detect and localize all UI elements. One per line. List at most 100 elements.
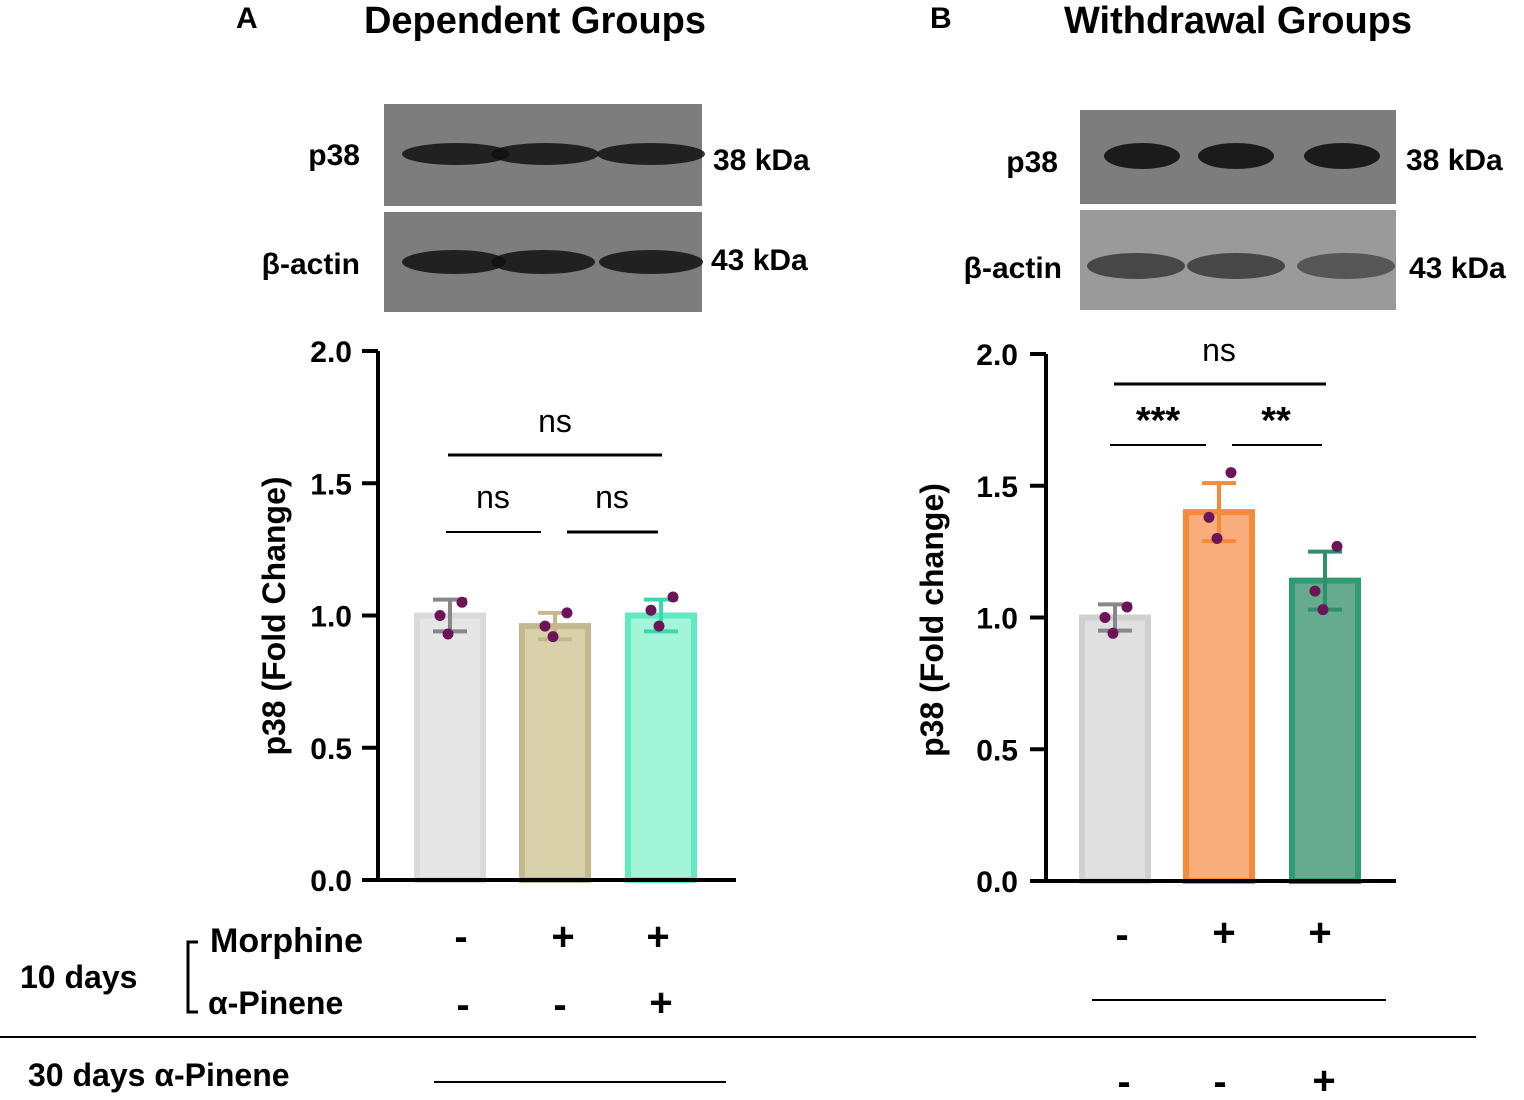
y-tick-label: 0.5 — [976, 734, 1018, 767]
panel-b-letter: B — [930, 2, 952, 35]
chart-b: p38 (Fold change) 0.00.51.01.52.0 ns ***… — [914, 332, 1396, 899]
bar — [1079, 614, 1151, 884]
blot-bands — [402, 143, 705, 165]
blot-bands — [1087, 253, 1395, 279]
y-tick-label: 1.5 — [310, 468, 352, 501]
sig-label: ns — [1202, 332, 1236, 368]
data-point — [653, 620, 665, 632]
bar — [625, 612, 697, 883]
blot-band — [1297, 253, 1395, 279]
panel-a: A Dependent Groups p38 38 kDa β-actin 43… — [20, 0, 810, 1027]
panel-a-letter: A — [236, 2, 258, 35]
morphine-sign: - — [1115, 913, 1128, 957]
blot-label: β-actin — [964, 252, 1062, 285]
panel-b-blot-p38: p38 38 kDa — [1006, 110, 1503, 204]
panel-a-title: Dependent Groups — [364, 0, 706, 42]
ten-days-label: 10 days — [20, 959, 137, 995]
data-point — [667, 591, 679, 603]
y-tick-label: 2.0 — [976, 339, 1018, 372]
y-tick-label: 0.0 — [976, 866, 1018, 899]
blot-label: p38 — [308, 139, 360, 172]
chart-b-ylabel: p38 (Fold change) — [914, 483, 950, 757]
panel-b-blot-actin: β-actin 43 kDa — [964, 210, 1506, 310]
bar — [519, 623, 591, 884]
bracket — [186, 940, 198, 1014]
morphine-label: Morphine — [210, 922, 363, 960]
y-axis-ticks: 0.0 0.5 1.0 1.5 2.0 — [310, 336, 378, 898]
data-point — [645, 604, 657, 616]
bar — [1289, 577, 1361, 884]
panel-b: B Withdrawal Groups p38 38 kDa β-actin 4… — [914, 0, 1506, 1100]
blot-band — [491, 143, 599, 165]
blot-band — [1198, 143, 1274, 169]
data-point — [539, 620, 551, 632]
blot-size: 43 kDa — [1409, 252, 1506, 285]
blot-label: β-actin — [262, 248, 360, 281]
panel-a-blot-actin: β-actin 43 kDa — [262, 212, 808, 312]
data-point — [1309, 585, 1321, 597]
data-point — [1203, 511, 1215, 523]
blot-band — [1187, 253, 1285, 279]
pinene30-sign: - — [1117, 1060, 1130, 1100]
data-point — [1121, 601, 1133, 613]
treatment-table-b: - + + - - + — [1092, 911, 1386, 1100]
thirty-days-label: 30 days α-Pinene — [28, 1057, 290, 1093]
y-axis-ticks: 0.0 0.5 1.0 1.5 2.0 — [976, 339, 1046, 899]
pinene30-sign: + — [1312, 1059, 1335, 1100]
morphine-sign: + — [1308, 911, 1331, 955]
blot-bands — [402, 250, 703, 274]
bars — [1079, 467, 1361, 884]
panel-a-blot-p38: p38 38 kDa — [308, 104, 810, 206]
data-point — [1211, 532, 1223, 544]
y-tick-label: 2.0 — [310, 336, 352, 369]
bar — [1183, 509, 1255, 884]
blot-size: 38 kDa — [713, 144, 810, 177]
blot-band — [491, 250, 595, 274]
blot-band — [1304, 143, 1380, 169]
y-tick-label: 1.0 — [976, 603, 1018, 636]
blot-band — [597, 143, 705, 165]
pinene30-sign: - — [1213, 1060, 1226, 1100]
data-point — [1317, 604, 1329, 616]
data-point — [434, 610, 446, 621]
pinene-sign: + — [649, 981, 672, 1025]
blot-band — [402, 143, 510, 165]
y-tick-label: 1.0 — [310, 601, 352, 634]
morphine-sign: - — [454, 915, 467, 959]
chart-a: p38 (Fold Change) 0.00.51.01.52.0 ns ns … — [256, 336, 736, 898]
pinene-sign: - — [456, 983, 469, 1027]
y-tick-label: 0.5 — [310, 733, 352, 766]
treatment-table-a: 10 days Morphine α-Pinene - + + - - + — [20, 915, 673, 1027]
sig-label: *** — [1136, 400, 1181, 442]
morphine-sign: + — [646, 915, 669, 959]
data-point — [547, 631, 559, 643]
data-point — [456, 596, 468, 608]
blot-band — [1104, 143, 1180, 169]
data-point — [1107, 627, 1119, 639]
blot-band — [1087, 253, 1185, 279]
sig-label: ** — [1261, 400, 1291, 442]
blot-size: 43 kDa — [711, 244, 808, 277]
panel-b-title: Withdrawal Groups — [1064, 0, 1412, 42]
bar — [414, 612, 486, 883]
data-point — [1099, 612, 1111, 623]
blot-bands — [1104, 143, 1380, 169]
data-point — [442, 628, 454, 640]
pinene-sign: - — [553, 983, 566, 1027]
blot-band — [402, 250, 506, 274]
data-point — [1225, 467, 1237, 479]
data-point — [1331, 540, 1343, 552]
blot-band — [599, 250, 703, 274]
morphine-sign: + — [1212, 911, 1235, 955]
morphine-sign: + — [551, 915, 574, 959]
data-point — [561, 607, 573, 619]
sig-label: ns — [595, 479, 629, 515]
sig-label: ns — [476, 479, 510, 515]
blot-size: 38 kDa — [1406, 144, 1503, 177]
bars — [414, 591, 697, 884]
y-tick-label: 1.5 — [976, 471, 1018, 504]
chart-a-ylabel: p38 (Fold Change) — [256, 476, 292, 755]
sig-label: ns — [538, 403, 572, 439]
y-tick-label: 0.0 — [310, 865, 352, 898]
